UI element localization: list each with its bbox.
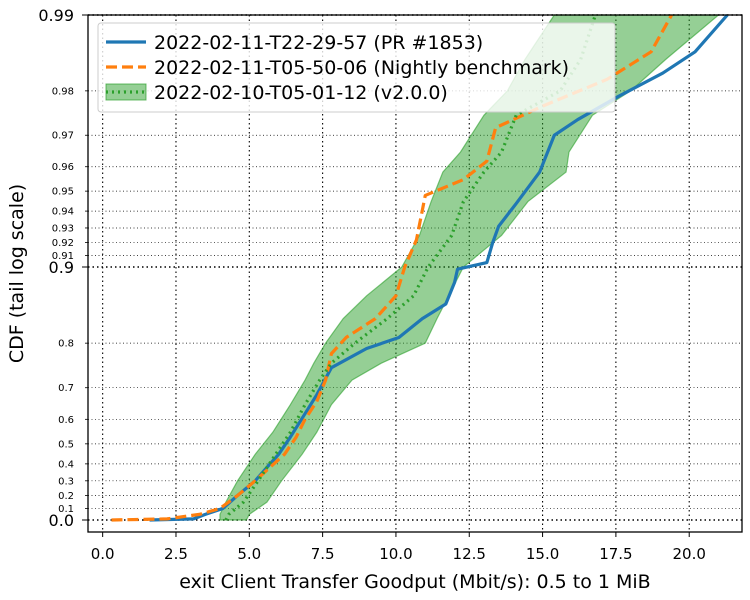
y-major-tick-label: 0.99 xyxy=(38,6,74,25)
legend-label: 2022-02-10-T05-01-12 (v2.0.0) xyxy=(154,82,448,104)
x-tick-label: 2.5 xyxy=(164,545,188,563)
y-minor-tick-label: 0.3 xyxy=(58,476,74,487)
y-minor-tick-label: 0.97 xyxy=(52,131,74,142)
x-tick-label: 15.0 xyxy=(526,545,559,563)
legend: 2022-02-11-T22-29-57 (PR #1853) 2022-02-1… xyxy=(97,22,616,113)
x-tick-label: 17.5 xyxy=(599,545,632,563)
series-line xyxy=(111,14,674,522)
y-minor-tick-label: 0.92 xyxy=(52,238,74,249)
plot-frame xyxy=(87,14,743,533)
y-minor-tick-label: 0.1 xyxy=(58,504,74,515)
y-major-tick-label: 0.9 xyxy=(49,258,74,277)
y-minor-tick-label: 0.2 xyxy=(58,491,74,502)
x-tick-label: 0.0 xyxy=(91,545,115,563)
y-minor-tick-label: 0.98 xyxy=(52,86,74,97)
series-lines xyxy=(111,13,729,522)
y-minor-tick-label: 0.6 xyxy=(58,415,74,426)
legend-box xyxy=(97,22,616,113)
y-minor-tick-label: 0.94 xyxy=(52,207,74,218)
y-minor-tick-label: 0.91 xyxy=(52,251,74,262)
y-minor-tick-label: 0.96 xyxy=(52,162,74,173)
x-axis-label: exit Client Transfer Goodput (Mbit/s): 0… xyxy=(179,571,650,593)
y-axis-label: CDF (tail log scale) xyxy=(6,184,28,363)
x-tick-label: 20.0 xyxy=(673,545,706,563)
y-axis-ticks: 0.0 0.9 0.99 0.1 0.2 0.3 0.4 0.5 0.6 0.7 0.8 0.91 0.… xyxy=(38,6,88,530)
x-tick-label: 12.5 xyxy=(453,545,486,563)
series-line xyxy=(224,14,597,521)
x-tick-label: 10.0 xyxy=(379,545,412,563)
x-tick-label: 7.5 xyxy=(311,545,335,563)
y-minor-tick-label: 0.93 xyxy=(52,223,74,234)
y-minor-tick-label: 0.7 xyxy=(58,383,74,394)
legend-label: 2022-02-11-T22-29-57 (PR #1853) xyxy=(154,32,483,54)
y-minor-tick-label: 0.8 xyxy=(58,339,74,350)
x-axis-ticks: 0.0 2.5 5.0 7.5 10.0 12.5 15.0 17.5 20.0 xyxy=(91,532,706,563)
legend-label: 2022-02-11-T05-50-06 (Nightly benchmark) xyxy=(154,57,569,79)
y-minor-tick-label: 0.95 xyxy=(52,187,74,198)
y-major-tick-label: 0.0 xyxy=(49,511,74,530)
x-tick-label: 5.0 xyxy=(237,545,261,563)
y-minor-tick-label: 0.4 xyxy=(58,459,74,470)
y-minor-tick-label: 0.5 xyxy=(58,439,74,450)
